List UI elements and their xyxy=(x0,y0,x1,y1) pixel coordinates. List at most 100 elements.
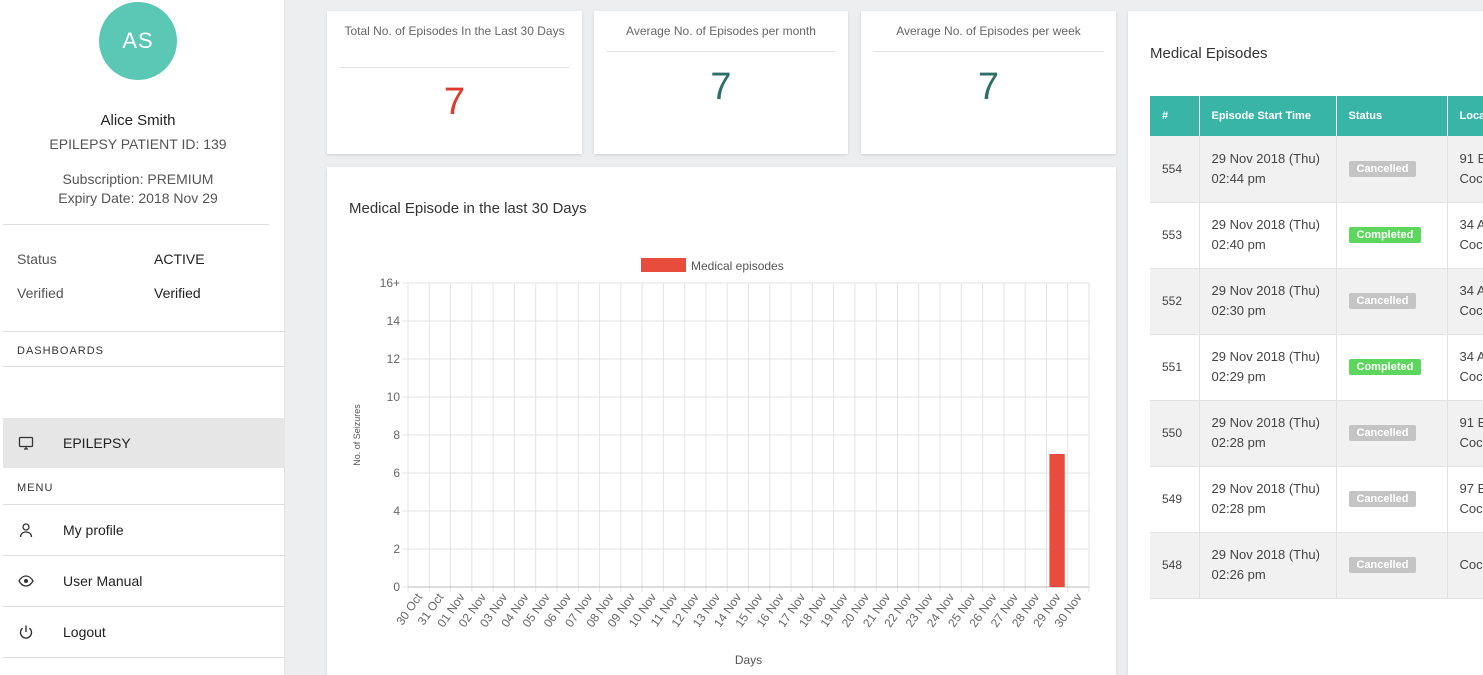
divider xyxy=(339,67,570,68)
col-header-id: # xyxy=(1150,96,1200,136)
location-line2: Coc xyxy=(1459,369,1483,384)
episode-status: Cancelled xyxy=(1336,400,1448,467)
bar xyxy=(1049,454,1065,587)
subscription: Subscription: PREMIUM xyxy=(62,171,214,187)
nav-logout-label: Logout xyxy=(63,624,106,640)
episode-id: 548 xyxy=(1150,532,1200,599)
stat-title: Total No. of Episodes In the Last 30 Day… xyxy=(344,24,565,38)
nav-my-profile-label: My profile xyxy=(63,522,124,538)
status-badge: Completed xyxy=(1348,227,1422,243)
episode-id: 553 xyxy=(1150,202,1200,269)
episode-time: 02:28 pm xyxy=(1211,435,1266,450)
episode-date: 29 Nov 2018 (Thu) xyxy=(1211,547,1320,562)
location-line1: 91 B xyxy=(1459,150,1483,166)
divider xyxy=(606,51,836,52)
location-line2: Coc xyxy=(1459,303,1483,318)
stat-title: Average No. of Episodes per week xyxy=(896,24,1081,38)
divider xyxy=(3,224,269,225)
location-line2: Coc xyxy=(1459,501,1483,516)
episode-start-time: 29 Nov 2018 (Thu) 02:40 pm xyxy=(1199,202,1337,269)
episode-location: 91 B Coc xyxy=(1447,136,1483,203)
episode-status: Completed xyxy=(1336,334,1448,401)
episode-location: 91 B Coc xyxy=(1447,400,1483,467)
status-badge: Cancelled xyxy=(1348,293,1417,309)
y-tick-label: 6 xyxy=(393,466,400,480)
table-row[interactable]: 554 29 Nov 2018 (Thu) 02:44 pm Cancelled 91 … xyxy=(1150,136,1483,203)
y-tick-label: 16+ xyxy=(380,276,400,290)
table-row[interactable]: 550 29 Nov 2018 (Thu) 02:28 pm Cancelled 91 … xyxy=(1150,400,1483,467)
nav-logout[interactable]: Logout xyxy=(3,607,285,657)
table-row[interactable]: 553 29 Nov 2018 (Thu) 02:40 pm Completed 34 … xyxy=(1150,202,1483,269)
episode-date: 29 Nov 2018 (Thu) xyxy=(1211,349,1320,364)
episode-start-time: 29 Nov 2018 (Thu) 02:44 pm xyxy=(1199,136,1337,203)
episode-start-time: 29 Nov 2018 (Thu) 02:28 pm xyxy=(1199,466,1337,533)
y-tick-label: 8 xyxy=(393,428,400,442)
episodes-title: Medical Episodes xyxy=(1150,45,1268,62)
menu-heading: MENU xyxy=(17,482,54,494)
location-line2: Coc xyxy=(1459,557,1483,572)
avatar: AS xyxy=(99,2,177,80)
verified-value: Verified xyxy=(154,285,201,301)
table-row[interactable]: 551 29 Nov 2018 (Thu) 02:29 pm Completed 34 … xyxy=(1150,334,1483,401)
monitor-icon xyxy=(3,435,49,451)
table-row[interactable]: 549 29 Nov 2018 (Thu) 02:28 pm Cancelled 97 … xyxy=(1150,466,1483,533)
legend-swatch xyxy=(641,258,686,272)
nav-epilepsy[interactable]: EPILEPSY xyxy=(3,418,285,468)
nav-user-manual[interactable]: User Manual xyxy=(3,556,285,606)
episode-time: 02:40 pm xyxy=(1211,237,1266,252)
nav-my-profile[interactable]: My profile xyxy=(3,505,285,555)
episode-location: 34 A Coc xyxy=(1447,334,1483,401)
expiry-date: Expiry Date: 2018 Nov 29 xyxy=(58,190,218,206)
status-value: ACTIVE xyxy=(154,251,205,267)
y-tick-label: 14 xyxy=(387,314,401,328)
stat-value: 7 xyxy=(977,66,1000,108)
episode-date: 29 Nov 2018 (Thu) xyxy=(1211,415,1320,430)
episode-id: 554 xyxy=(1150,136,1200,203)
divider xyxy=(3,331,285,332)
y-tick-label: 0 xyxy=(393,580,400,594)
episode-id: 552 xyxy=(1150,268,1200,335)
episode-status: Cancelled xyxy=(1336,268,1448,335)
patient-id: EPILEPSY PATIENT ID: 139 xyxy=(49,136,227,152)
episode-start-time: 29 Nov 2018 (Thu) 02:29 pm xyxy=(1199,334,1337,401)
table-row[interactable]: 552 29 Nov 2018 (Thu) 02:30 pm Cancelled 34 … xyxy=(1150,268,1483,335)
episode-time: 02:44 pm xyxy=(1211,170,1266,186)
stat-card-per-week: Average No. of Episodes per week 7 xyxy=(861,11,1116,154)
y-tick-label: 10 xyxy=(387,390,401,404)
location-line1: 34 A xyxy=(1459,349,1483,364)
episode-time: 02:30 pm xyxy=(1211,303,1266,318)
episodes-table: # Episode Start Time Status Loca 554 29 N… xyxy=(1150,96,1483,599)
stat-value: 7 xyxy=(710,66,732,108)
table-row[interactable]: 548 29 Nov 2018 (Thu) 02:26 pm Cancelled Coc xyxy=(1150,532,1483,599)
col-header-status: Status xyxy=(1336,96,1448,136)
stat-card-per-month: Average No. of Episodes per month 7 xyxy=(594,11,848,154)
episode-start-time: 29 Nov 2018 (Thu) 02:26 pm xyxy=(1199,532,1337,599)
location-line1: 34 A xyxy=(1459,283,1483,298)
episode-date: 29 Nov 2018 (Thu) xyxy=(1211,217,1320,232)
episode-status: Cancelled xyxy=(1336,532,1448,599)
status-badge: Cancelled xyxy=(1348,425,1417,441)
location-line1: 97 B xyxy=(1459,481,1483,496)
chart-title: Medical Episode in the last 30 Days xyxy=(349,200,587,217)
episode-location: 34 A Coc xyxy=(1447,268,1483,335)
episode-status: Completed xyxy=(1336,202,1448,269)
nav-user-manual-label: User Manual xyxy=(63,573,143,589)
x-axis-label: Days xyxy=(735,653,762,667)
location-line2: Coc xyxy=(1459,170,1483,186)
y-tick-label: 4 xyxy=(393,504,400,518)
col-header-start-time: Episode Start Time xyxy=(1199,96,1337,136)
episode-time: 02:28 pm xyxy=(1211,501,1266,516)
user-icon xyxy=(3,522,49,538)
y-tick-label: 2 xyxy=(393,542,400,556)
episode-date: 29 Nov 2018 (Thu) xyxy=(1211,481,1320,496)
eye-icon xyxy=(3,573,49,589)
stat-value: 7 xyxy=(443,81,466,123)
episode-id: 551 xyxy=(1150,334,1200,401)
location-line1: 34 A xyxy=(1459,217,1483,232)
episode-location: Coc xyxy=(1447,532,1483,599)
verified-label: Verified xyxy=(17,285,64,301)
episode-start-time: 29 Nov 2018 (Thu) 02:28 pm xyxy=(1199,400,1337,467)
col-header-location: Loca xyxy=(1447,96,1483,136)
chart-card: Medical Episode in the last 30 Days 0 2 4 6… xyxy=(327,167,1116,675)
